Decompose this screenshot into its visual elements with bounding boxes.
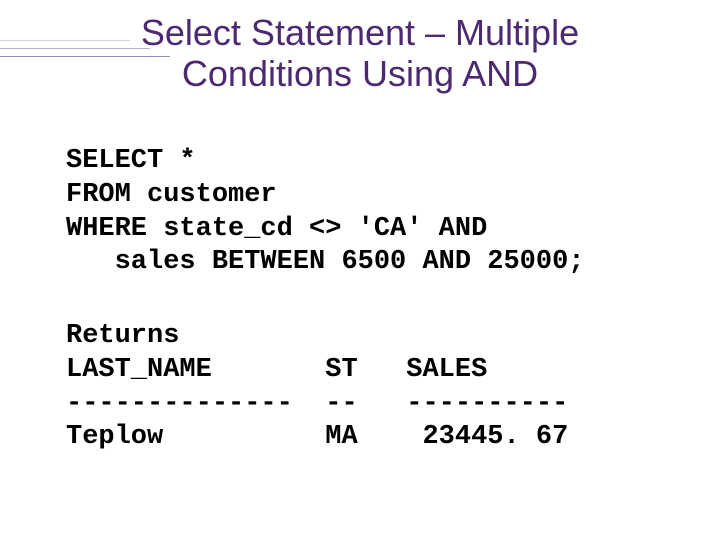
title-line-2: Conditions Using AND bbox=[0, 53, 720, 94]
sql-result-block: Returns LAST_NAME ST SALES -------------… bbox=[66, 320, 568, 455]
title-line-1: Select Statement – Multiple bbox=[0, 12, 720, 53]
slide: Select Statement – Multiple Conditions U… bbox=[0, 0, 720, 540]
slide-title: Select Statement – Multiple Conditions U… bbox=[0, 12, 720, 95]
sql-query-block: SELECT * FROM customer WHERE state_cd <>… bbox=[66, 145, 584, 280]
